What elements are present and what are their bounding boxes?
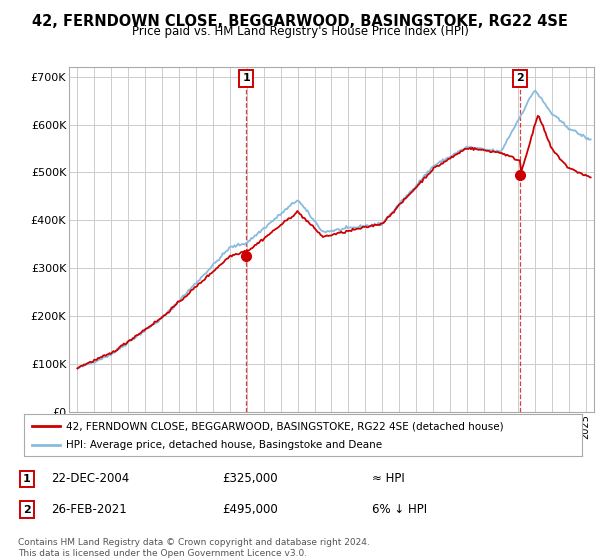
- Text: ≈ HPI: ≈ HPI: [372, 472, 405, 486]
- Text: £325,000: £325,000: [222, 472, 278, 486]
- Text: 6% ↓ HPI: 6% ↓ HPI: [372, 503, 427, 516]
- Text: 42, FERNDOWN CLOSE, BEGGARWOOD, BASINGSTOKE, RG22 4SE: 42, FERNDOWN CLOSE, BEGGARWOOD, BASINGST…: [32, 14, 568, 29]
- Text: 2: 2: [23, 505, 31, 515]
- Text: 2: 2: [517, 73, 524, 83]
- Text: HPI: Average price, detached house, Basingstoke and Deane: HPI: Average price, detached house, Basi…: [66, 440, 382, 450]
- Text: 1: 1: [23, 474, 31, 484]
- Text: 1: 1: [242, 73, 250, 83]
- Text: 22-DEC-2004: 22-DEC-2004: [51, 472, 129, 486]
- Text: £495,000: £495,000: [222, 503, 278, 516]
- Text: Price paid vs. HM Land Registry's House Price Index (HPI): Price paid vs. HM Land Registry's House …: [131, 25, 469, 38]
- Text: Contains HM Land Registry data © Crown copyright and database right 2024.
This d: Contains HM Land Registry data © Crown c…: [18, 538, 370, 558]
- Text: 42, FERNDOWN CLOSE, BEGGARWOOD, BASINGSTOKE, RG22 4SE (detached house): 42, FERNDOWN CLOSE, BEGGARWOOD, BASINGST…: [66, 421, 503, 431]
- Text: 26-FEB-2021: 26-FEB-2021: [51, 503, 127, 516]
